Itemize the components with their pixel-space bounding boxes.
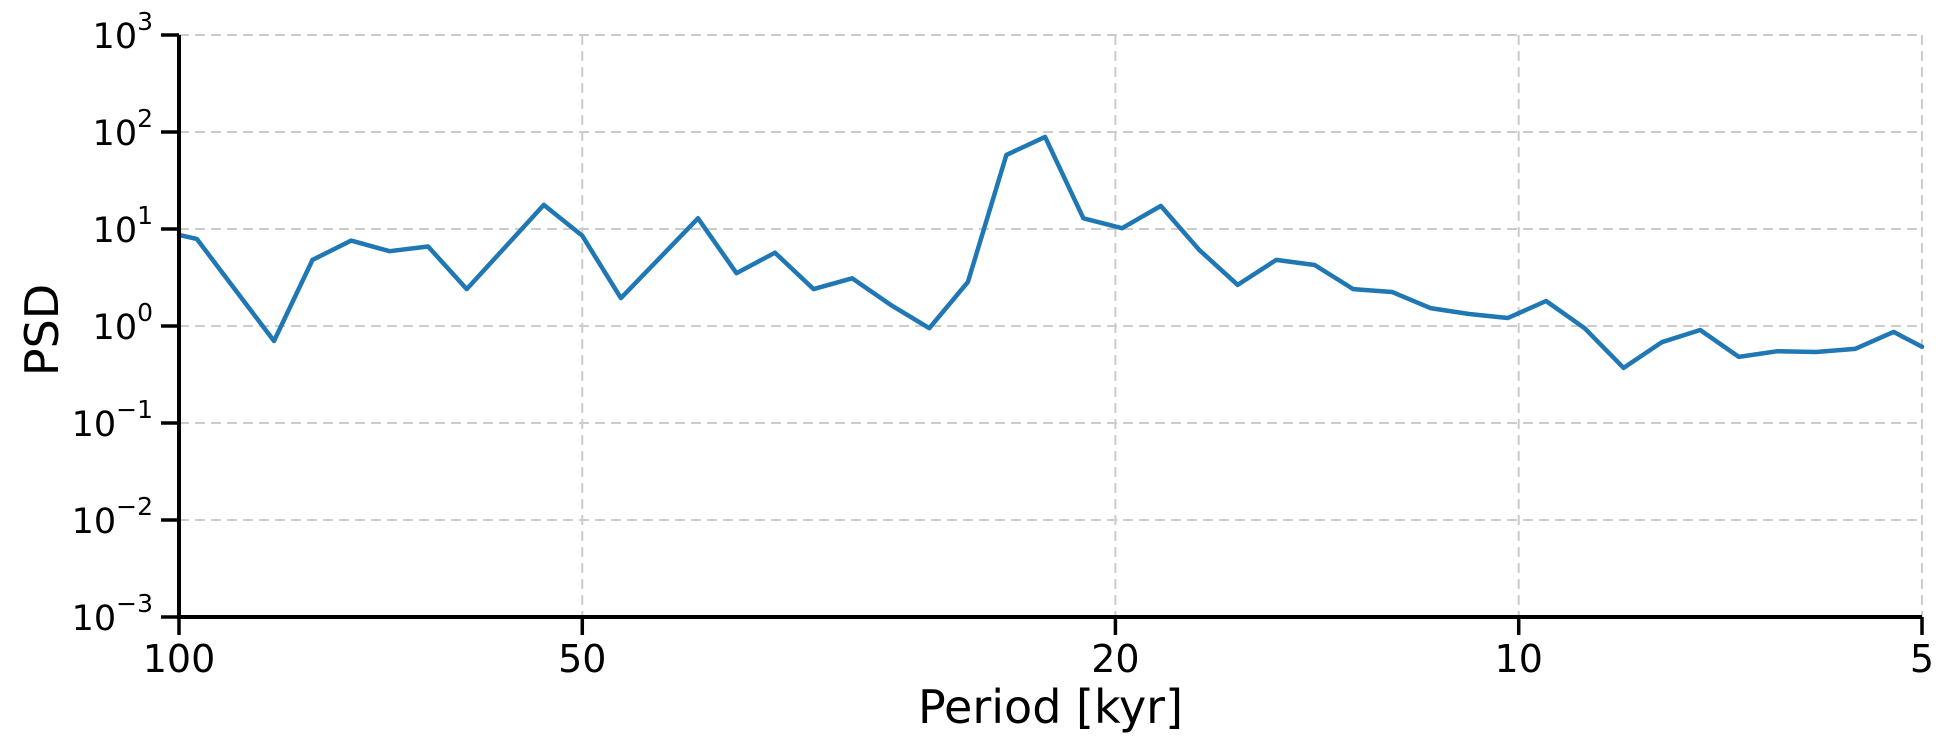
psd-line-series <box>176 134 1925 371</box>
x-tick-label: 5 <box>1910 637 1934 681</box>
y-tick-label: 103 <box>93 7 153 57</box>
axis-tick-labels: 100 50 20 10 5 103 102 101 100 10−1 10−2 10−3 <box>72 7 1935 681</box>
y-axis-label: PSD <box>15 284 69 376</box>
y-tick-label: 10−1 <box>72 395 153 445</box>
y-tick-label: 10−3 <box>72 589 153 639</box>
gridlines <box>178 34 1923 618</box>
axis-ticks <box>161 33 1924 635</box>
psd-line <box>176 134 1925 371</box>
y-tick-label: 102 <box>93 104 153 154</box>
x-tick-label: 20 <box>1091 637 1139 681</box>
x-axis-label: Period [kyr] <box>918 680 1183 734</box>
x-tick-label: 10 <box>1495 637 1543 681</box>
x-tick-label: 50 <box>558 637 606 681</box>
y-tick-label: 101 <box>93 201 153 251</box>
y-tick-label: 10−2 <box>72 492 153 542</box>
y-tick-label: 100 <box>93 298 153 348</box>
x-tick-label: 100 <box>143 637 216 681</box>
